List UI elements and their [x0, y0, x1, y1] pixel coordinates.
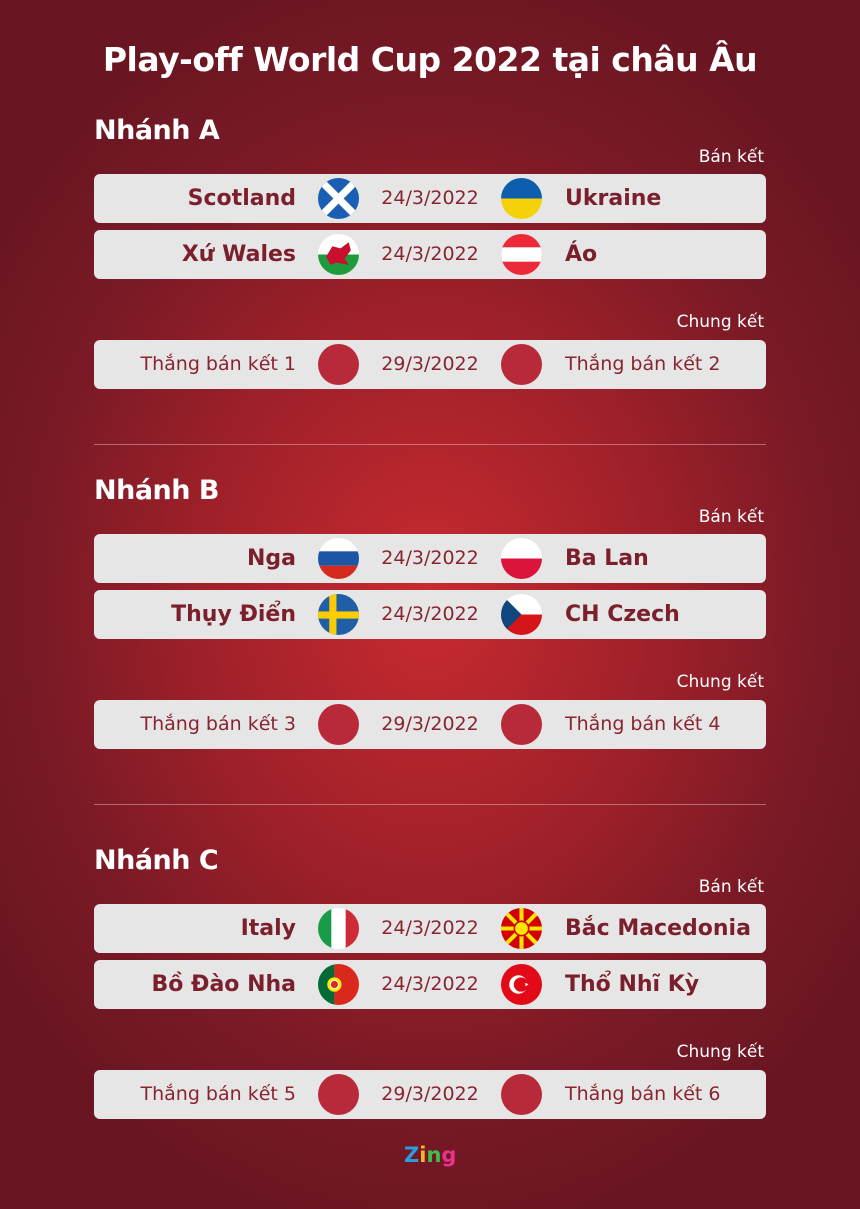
section-title: Nhánh A — [94, 115, 220, 146]
match-row: Italy 24/3/2022 Bắc Macedonia — [94, 904, 766, 953]
wales-flag — [318, 234, 359, 275]
home-team: Scotland — [187, 186, 296, 211]
czech-flag — [501, 594, 542, 635]
match-row: Xứ Wales 24/3/2022 Áo — [94, 230, 766, 279]
placeholder-circle-icon — [501, 1074, 542, 1115]
match-date: 24/3/2022 — [381, 547, 479, 569]
ukraine-flag — [501, 178, 542, 219]
placeholder-circle-icon — [501, 704, 542, 745]
final-label: Chung kết — [676, 672, 764, 692]
placeholder-circle-icon — [318, 1074, 359, 1115]
semifinal-label: Bán kết — [698, 147, 764, 167]
home-team: Thắng bán kết 5 — [140, 1083, 297, 1105]
match-date: 24/3/2022 — [381, 187, 479, 209]
match-row: Thắng bán kết 5 29/3/2022 Thắng bán kết 6 — [94, 1070, 766, 1119]
away-team: Thắng bán kết 2 — [565, 353, 721, 375]
poland-flag — [501, 538, 542, 579]
north-macedonia-flag — [501, 908, 542, 949]
match-date: 24/3/2022 — [381, 243, 479, 265]
away-team: Bắc Macedonia — [565, 916, 751, 941]
turkey-flag — [501, 964, 542, 1005]
section-title: Nhánh C — [94, 845, 219, 876]
match-date: 29/3/2022 — [381, 713, 479, 735]
away-team: Thổ Nhĩ Kỳ — [565, 972, 700, 997]
placeholder-circle-icon — [501, 344, 542, 385]
placeholder-circle-icon — [318, 704, 359, 745]
home-team: Thắng bán kết 3 — [140, 713, 297, 735]
home-team: Thắng bán kết 1 — [140, 353, 297, 375]
match-row: Bồ Đào Nha 24/3/2022 Thổ Nhĩ Kỳ — [94, 960, 766, 1009]
zing-logo: Zing — [404, 1143, 457, 1167]
away-team: Thắng bán kết 4 — [565, 713, 721, 735]
section-divider — [94, 804, 766, 805]
away-team: Áo — [565, 242, 598, 267]
away-team: Ba Lan — [565, 546, 649, 571]
match-row: Scotland 24/3/2022 Ukraine — [94, 174, 766, 223]
final-label: Chung kết — [676, 1042, 764, 1062]
match-row: Thụy Điển 24/3/2022 CH Czech — [94, 590, 766, 639]
home-team: Thụy Điển — [171, 602, 296, 627]
scotland-flag — [318, 178, 359, 219]
match-row: Thắng bán kết 1 29/3/2022 Thắng bán kết 2 — [94, 340, 766, 389]
away-team: Thắng bán kết 6 — [565, 1083, 721, 1105]
austria-flag — [501, 234, 542, 275]
home-team: Xứ Wales — [181, 242, 296, 267]
italy-flag — [318, 908, 359, 949]
away-team: Ukraine — [565, 186, 662, 211]
match-date: 24/3/2022 — [381, 603, 479, 625]
sweden-flag — [318, 594, 359, 635]
placeholder-circle-icon — [318, 344, 359, 385]
page-title: Play-off World Cup 2022 tại châu Âu — [102, 40, 758, 79]
home-team: Nga — [246, 546, 296, 571]
match-row: Thắng bán kết 3 29/3/2022 Thắng bán kết 4 — [94, 700, 766, 749]
match-date: 24/3/2022 — [381, 973, 479, 995]
match-date: 29/3/2022 — [381, 1083, 479, 1105]
section-divider — [94, 444, 766, 445]
match-date: 24/3/2022 — [381, 917, 479, 939]
portugal-flag — [318, 964, 359, 1005]
away-team: CH Czech — [565, 602, 680, 627]
semifinal-label: Bán kết — [698, 877, 764, 897]
match-row: Nga 24/3/2022 Ba Lan — [94, 534, 766, 583]
final-label: Chung kết — [676, 312, 764, 332]
russia-flag — [318, 538, 359, 579]
match-date: 29/3/2022 — [381, 353, 479, 375]
home-team: Bồ Đào Nha — [151, 972, 296, 997]
semifinal-label: Bán kết — [698, 507, 764, 527]
section-title: Nhánh B — [94, 475, 219, 506]
home-team: Italy — [240, 916, 296, 941]
